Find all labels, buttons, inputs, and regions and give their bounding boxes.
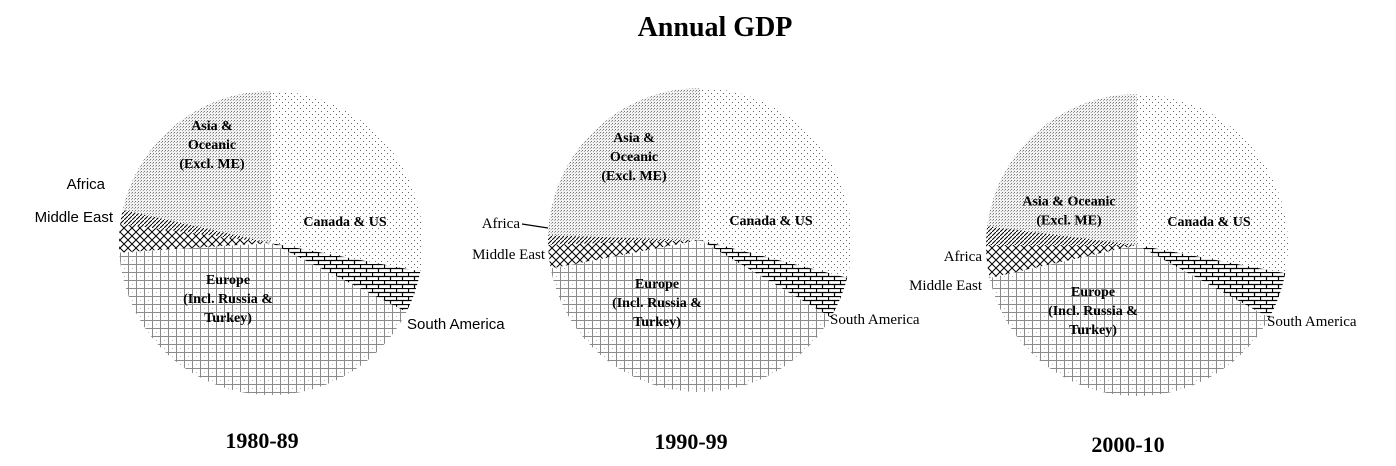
slice-label-europe: Europe (Incl. Russia & Turkey) bbox=[612, 277, 702, 330]
pie-slice-europe bbox=[550, 240, 831, 392]
period-label: 2000-10 bbox=[1091, 432, 1164, 457]
period-label: 1990-99 bbox=[654, 429, 727, 454]
slice-label-africa: Africa bbox=[944, 249, 983, 265]
pie-slice-europe bbox=[119, 243, 407, 395]
slice-label-asia: Asia & Oceanic (Excl. ME) bbox=[601, 131, 667, 184]
slice-label-south_america: South America bbox=[830, 312, 920, 328]
slice-label-south_america: South America bbox=[407, 316, 505, 333]
slice-label-asia: Asia & Oceanic (Excl. ME) bbox=[179, 119, 245, 172]
period-label: 1980-89 bbox=[225, 428, 298, 453]
slice-label-middle_east: Middle East bbox=[35, 209, 114, 226]
pie-slice-middle_east bbox=[986, 245, 1137, 278]
pie-slice-asia bbox=[122, 91, 271, 243]
slice-label-middle_east: Middle East bbox=[909, 278, 983, 294]
pie-chart-1980-89: Canada & US South America Europe (Incl. Rus… bbox=[35, 91, 505, 453]
slice-label-canada_us: Canada & US bbox=[303, 215, 386, 230]
pie-slice-canada_us bbox=[271, 91, 424, 272]
pie-slice-middle_east bbox=[119, 223, 271, 253]
pie-slice-canada_us bbox=[700, 88, 852, 278]
slice-label-south_america: South America bbox=[1267, 314, 1357, 330]
pie-slice-south_america bbox=[1137, 245, 1286, 318]
slice-label-africa: Africa bbox=[67, 176, 106, 193]
pie-chart-2000-10: Canada & US South America Europe (Incl. Rus… bbox=[909, 94, 1357, 457]
slice-label-africa: Africa bbox=[482, 216, 521, 232]
pie-slice-europe bbox=[989, 245, 1270, 396]
slice-label-europe: Europe (Incl. Russia & Turkey) bbox=[1048, 285, 1138, 338]
pie-slice-asia bbox=[987, 94, 1137, 245]
pie-slice-asia bbox=[548, 88, 700, 240]
pie-slice-middle_east bbox=[548, 240, 700, 269]
slice-label-canada_us: Canada & US bbox=[729, 214, 812, 229]
pie-slice-africa bbox=[986, 226, 1137, 245]
slice-label-canada_us: Canada & US bbox=[1167, 215, 1250, 230]
chart-title: Annual GDP bbox=[638, 12, 793, 43]
pie-slice-canada_us bbox=[1137, 94, 1289, 274]
pie-slice-south_america bbox=[271, 243, 421, 313]
pie-slice-africa bbox=[548, 235, 700, 245]
pie-slice-africa bbox=[120, 209, 271, 243]
slice-label-middle_east: Middle East bbox=[472, 247, 546, 263]
slice-label-europe: Europe (Incl. Russia & Turkey) bbox=[183, 273, 273, 326]
leader-line-africa bbox=[521, 223, 549, 229]
slice-label-asia: Asia & Oceanic (Excl. ME) bbox=[1022, 195, 1115, 229]
pie-chart-1990-99: Canada & US South America Europe (Incl. Rus… bbox=[472, 88, 920, 454]
pie-slice-south_america bbox=[700, 240, 848, 318]
